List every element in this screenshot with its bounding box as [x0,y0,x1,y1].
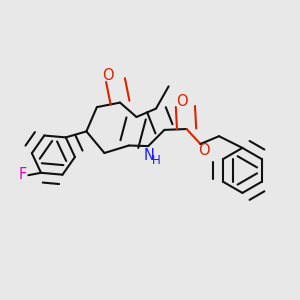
Text: O: O [198,143,210,158]
Text: F: F [19,167,27,182]
Text: N: N [144,148,155,163]
Text: H: H [152,154,160,167]
Text: O: O [102,68,113,83]
Text: O: O [177,94,188,109]
